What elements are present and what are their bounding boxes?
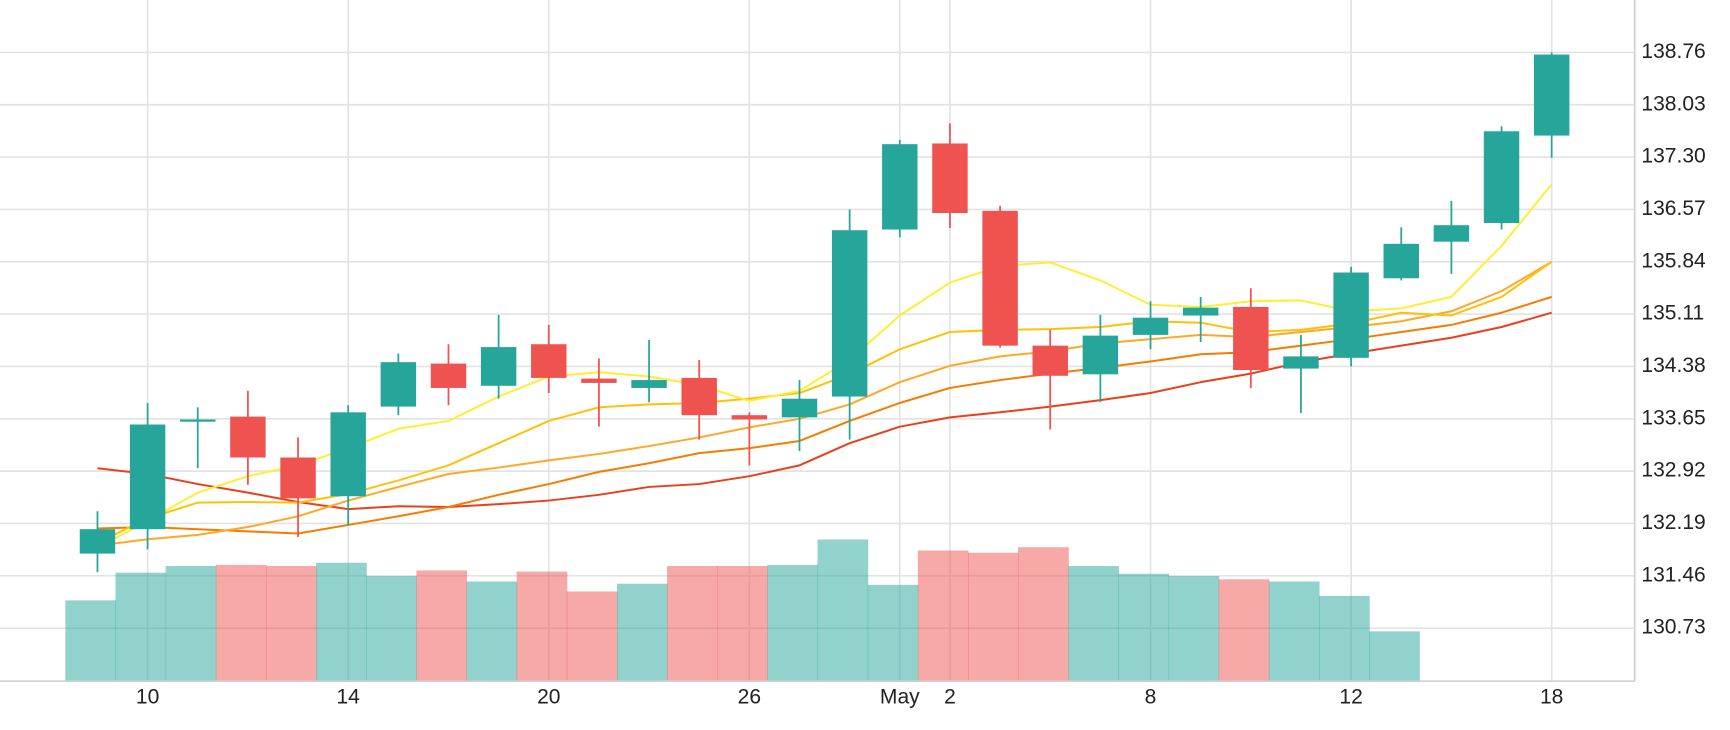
- y-tick-label: 130.73: [1641, 616, 1705, 639]
- volume-bar: [466, 581, 518, 682]
- volume-bar: [867, 584, 919, 682]
- volume-bar: [1268, 581, 1320, 682]
- volume-bar: [65, 600, 117, 682]
- y-tick-label: 136.57: [1641, 197, 1705, 220]
- volume-bar: [316, 562, 367, 682]
- volume-bar: [967, 552, 1019, 682]
- candle-body: [1483, 131, 1520, 224]
- candle-body: [1082, 335, 1119, 375]
- candle-body: [1283, 356, 1319, 369]
- y-tick-label: 133.65: [1641, 406, 1705, 429]
- y-tick-label: 134.38: [1641, 354, 1705, 377]
- volume-bar: [1068, 566, 1119, 682]
- volume-bar: [566, 591, 618, 682]
- candle-body: [781, 398, 818, 418]
- candle-body: [932, 143, 968, 214]
- x-tick-label: 8: [1145, 685, 1157, 708]
- x-tick-label: May: [880, 685, 920, 708]
- candle-body: [1333, 272, 1369, 358]
- volume-bar: [1118, 573, 1170, 682]
- volume-bar: [1318, 595, 1370, 682]
- candle-body: [1533, 54, 1570, 136]
- volume-bar: [265, 566, 317, 682]
- volume-bar: [1018, 547, 1069, 682]
- volume-bar: [767, 564, 819, 682]
- candle-body: [1433, 225, 1470, 242]
- y-tick-label: 135.11: [1641, 302, 1704, 325]
- y-tick-label: 132.19: [1641, 511, 1705, 534]
- volume-bar: [1369, 631, 1420, 682]
- moving-average-line: [97, 260, 1553, 547]
- x-tick-label: 12: [1339, 685, 1362, 708]
- candle-body: [681, 377, 717, 416]
- candle-body: [1233, 306, 1269, 371]
- y-tick-label: 132.92: [1641, 459, 1705, 482]
- candle-body: [79, 529, 116, 554]
- volume-bar: [616, 583, 668, 682]
- candle-body: [280, 457, 316, 499]
- moving-average-line: [97, 295, 1552, 535]
- x-tick-label: 20: [537, 685, 560, 708]
- x-tick-label: 18: [1540, 685, 1563, 708]
- candle-body: [180, 419, 216, 422]
- volume-bar: [1218, 579, 1270, 682]
- candle-body: [1383, 243, 1419, 279]
- volume-bar: [516, 571, 568, 682]
- x-tick-label: 14: [336, 685, 360, 708]
- candle-body: [430, 363, 467, 388]
- candle-body: [1032, 345, 1068, 376]
- candles: [79, 52, 1570, 573]
- candle-body: [731, 415, 768, 420]
- candle-body: [1132, 317, 1169, 335]
- volume-bar: [817, 539, 869, 682]
- candle-body: [480, 347, 517, 386]
- y-tick-label: 137.30: [1641, 145, 1705, 168]
- volume-bar: [917, 550, 969, 682]
- y-tick-label: 135.84: [1641, 249, 1706, 272]
- candle-body: [531, 344, 567, 378]
- candle-body: [831, 230, 868, 397]
- volume-bar: [717, 566, 768, 682]
- volume-layer: [65, 539, 1420, 682]
- y-tick-label: 131.46: [1641, 563, 1705, 586]
- volume-bar: [416, 570, 468, 682]
- volume-bar: [165, 566, 217, 682]
- candle-body: [129, 424, 166, 530]
- y-tick-label: 138.76: [1641, 40, 1705, 63]
- candle-body: [631, 380, 667, 388]
- volume-bar: [667, 566, 718, 682]
- candle-body: [330, 412, 366, 497]
- volume-bar: [366, 575, 417, 682]
- candle-body: [380, 362, 417, 407]
- y-tick-label: 138.03: [1641, 92, 1705, 115]
- volume-bar: [115, 572, 167, 682]
- x-tick-label: 2: [944, 685, 956, 708]
- candle-body: [982, 210, 1018, 346]
- candle-body: [1182, 307, 1219, 316]
- volume-bar: [215, 564, 267, 682]
- x-tick-label: 10: [136, 685, 159, 708]
- x-tick-label: 26: [738, 685, 761, 708]
- candle-body: [882, 144, 918, 230]
- candle-body: [581, 378, 617, 383]
- volume-bar: [1168, 575, 1220, 682]
- candle-body: [230, 416, 266, 458]
- axes: 130.73 131.46 132.19 132.92 133.65 134.38 135.…: [0, 0, 1706, 708]
